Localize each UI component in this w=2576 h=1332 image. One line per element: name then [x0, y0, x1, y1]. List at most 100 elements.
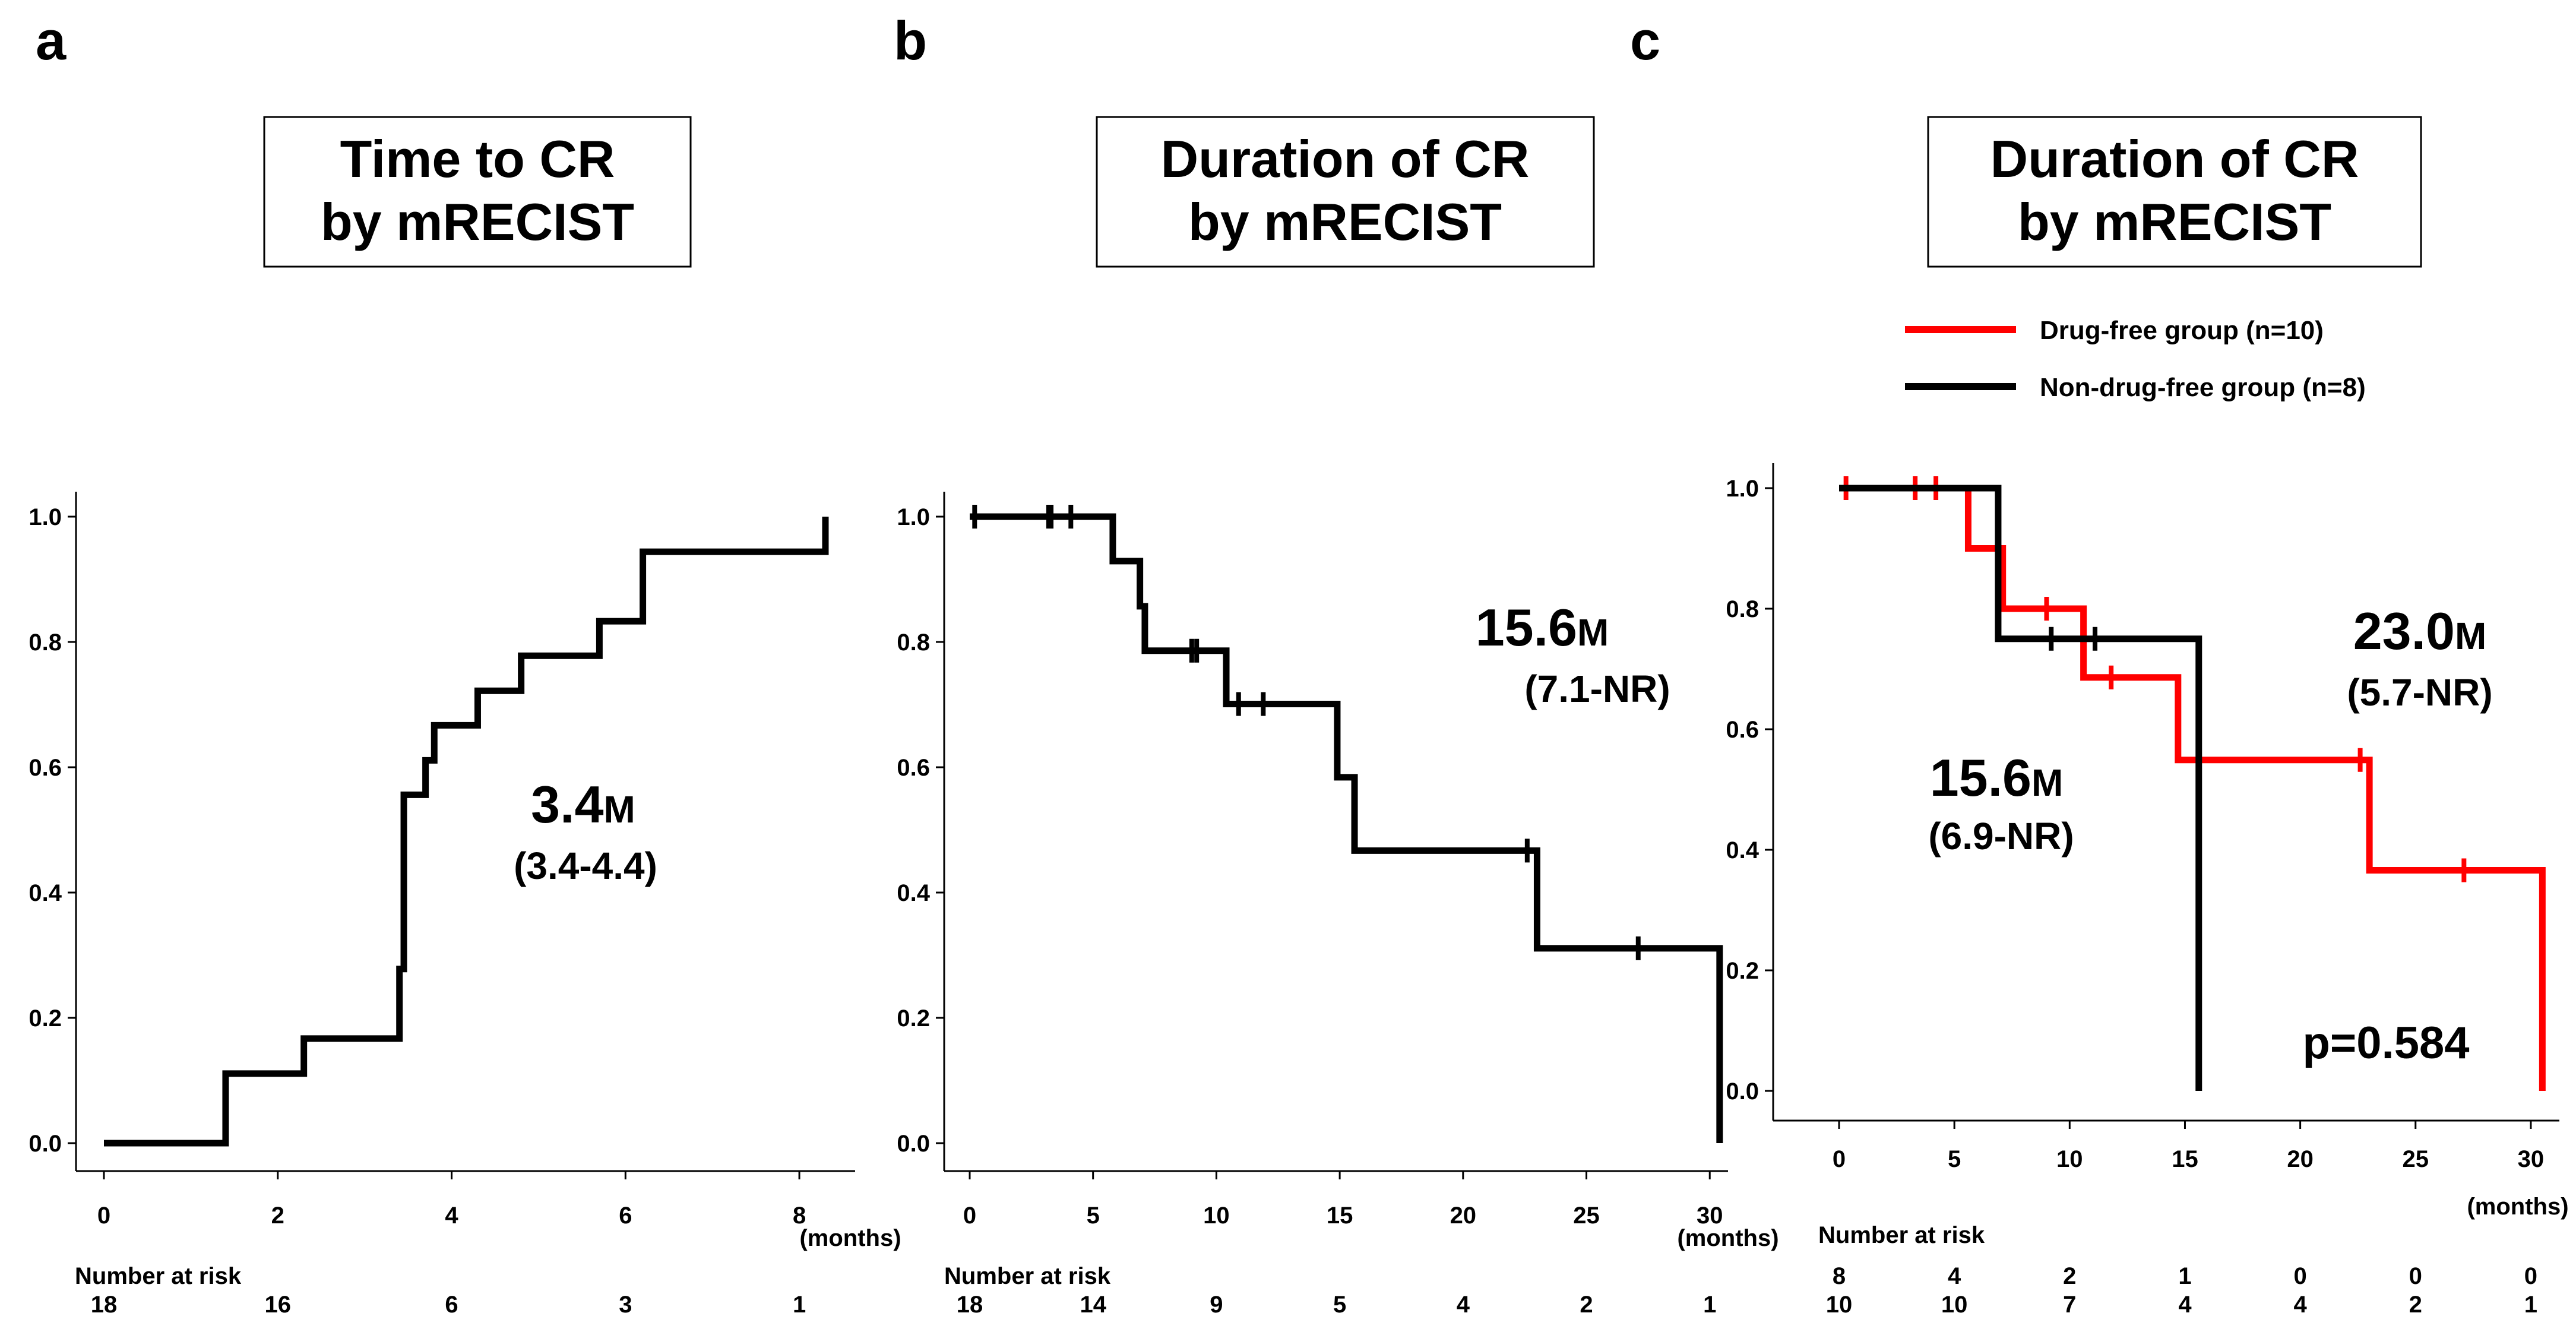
panel-b-y-tick-label: 0.8	[897, 629, 930, 656]
panel-b-x-ticks: 0 5 10 15 20 25 30	[963, 1171, 1723, 1229]
panel-c-x-ticks: 0 5 10 15 20 25 30	[1833, 1121, 2544, 1172]
panel-b-x-tick-label: 10	[1203, 1203, 1230, 1229]
panel-b-risk-value: 2	[1580, 1292, 1593, 1318]
panel-a-x-label: (months)	[799, 1225, 901, 1251]
panel-b-risk-table: 18 14 9 5 4 2 1	[957, 1292, 1717, 1318]
panel-c-median-annotation-non-drug-free: 15.6M	[1930, 748, 2064, 807]
panel-c-risk-value: 10	[1826, 1292, 1853, 1318]
panel-c-title-box	[1927, 116, 2422, 268]
panel-a-risk-value: 6	[445, 1292, 458, 1318]
panel-c-risk-value: 2	[2409, 1292, 2422, 1318]
panel-b-curves	[970, 505, 1723, 1143]
panel-c-risk-value: 4	[2178, 1292, 2192, 1318]
panel-a-x-tick-label: 4	[445, 1203, 458, 1229]
panel-c-risk-value: 4	[1948, 1263, 1961, 1289]
panel-b-risk-value: 9	[1210, 1292, 1223, 1318]
panel-a-y-tick-label: 0.0	[29, 1131, 62, 1157]
panel-b-y-tick-label: 0.4	[897, 880, 930, 906]
panel-b-x-tick-label: 20	[1450, 1203, 1477, 1229]
panel-b: b Duration of CR by mRECIST 0.0 0.2 0.4 0.6…	[894, 11, 1779, 1318]
panel-a-curves	[104, 517, 829, 1147]
panel-b-risk-value: 18	[957, 1292, 983, 1318]
panel-b-risk-label: Number at risk	[944, 1263, 1111, 1289]
panel-a-risk-value: 16	[265, 1292, 292, 1318]
panel-c-risk-value: 2	[2063, 1263, 2076, 1289]
panel-a-x-tick-label: 6	[619, 1203, 632, 1229]
panel-a-title-line1: Time to CR	[340, 129, 615, 188]
panel-b-x-tick-label: 0	[963, 1203, 976, 1229]
panel-c: c Duration of CR by mRECIST Drug-free gr…	[1630, 11, 2569, 1318]
panel-a-y-tick-label: 0.8	[29, 629, 62, 656]
panel-c-y-tick-label: 0.4	[1726, 837, 1759, 863]
panel-c-title-line1: Duration of CR	[1990, 129, 2359, 188]
panel-c-x-tick-label: 0	[1833, 1146, 1846, 1172]
panel-b-y-tick-label: 0.2	[897, 1005, 930, 1032]
panel-c-x-tick-label: 20	[2287, 1146, 2314, 1172]
panel-c-median-unit-non-drug-free: M	[2031, 761, 2063, 804]
panel-b-risk-value: 1	[1703, 1292, 1716, 1318]
panel-a-risk-value: 3	[619, 1292, 632, 1318]
panel-a-letter: a	[36, 11, 67, 71]
panel-c-risk-value: 1	[2178, 1263, 2191, 1289]
panel-b-median-unit: M	[1577, 611, 1609, 654]
panel-c-y-tick-label: 0.6	[1726, 717, 1759, 743]
panel-c-y-tick-label: 0.0	[1726, 1078, 1759, 1105]
panel-c-risk-value: 8	[1833, 1263, 1846, 1289]
panel-b-x-tick-label: 30	[1697, 1203, 1723, 1229]
panel-a-x-tick-label: 0	[97, 1203, 110, 1229]
panel-c-y-tick-label: 0.8	[1726, 596, 1759, 622]
panel-c-median-value-drug-free: 23.0	[2353, 602, 2455, 660]
panel-b-x-tick-label: 5	[1087, 1203, 1100, 1229]
panel-c-risk-value: 0	[2409, 1263, 2422, 1289]
panel-a-y-tick-label: 0.2	[29, 1005, 62, 1032]
panel-a: a Time to CR by mRECIST 0.0 0.2 0.4 0.6 0.8 1…	[29, 11, 901, 1318]
panel-c-median-annotation-drug-free: 23.0M	[2353, 602, 2487, 660]
panel-b-title-line1: Duration of CR	[1161, 129, 1530, 188]
panel-a-y-tick-label: 0.6	[29, 755, 62, 781]
panel-c-y-ticks: 0.0 0.2 0.4 0.6 0.8 1.0	[1726, 476, 1773, 1105]
panel-c-median-ci-drug-free: (5.7-NR)	[2347, 671, 2492, 714]
panel-a-x-tick-label: 2	[271, 1203, 284, 1229]
panel-c-p-value: p=0.584	[2303, 1018, 2470, 1068]
panel-c-curve-drug-free-group-n-10	[1839, 485, 2546, 1091]
panel-c-median-unit-drug-free: M	[2455, 615, 2486, 657]
panel-c-risk-value: 1	[2524, 1292, 2537, 1318]
legend-label-non-drug-free: Non-drug-free group (n=8)	[2040, 373, 2366, 402]
panel-a-median-ci: (3.4-4.4)	[514, 844, 657, 887]
panel-c-median-value-non-drug-free: 15.6	[1930, 748, 2031, 807]
panel-c-legend: Drug-free group (n=10) Non-drug-free gro…	[1905, 316, 2366, 402]
panel-c-risk-table: 8 4 2 1 0 0 010 10 7 4 4 2 1	[1826, 1263, 2537, 1318]
panel-c-title-line2: by mRECIST	[2018, 192, 2331, 251]
panel-a-risk-value: 1	[793, 1292, 806, 1318]
panel-c-x-tick-label: 25	[2403, 1146, 2429, 1172]
panel-a-median-value: 3.4	[531, 775, 603, 834]
panel-b-letter: b	[894, 11, 927, 71]
panel-b-x-tick-label: 25	[1573, 1203, 1600, 1229]
panel-b-risk-value: 4	[1457, 1292, 1470, 1318]
panel-c-x-tick-label: 5	[1948, 1146, 1961, 1172]
panel-c-letter: c	[1630, 11, 1660, 71]
panel-c-y-tick-label: 1.0	[1726, 476, 1759, 502]
panel-a-risk-table: 18 16 6 3 1	[91, 1292, 806, 1318]
panel-b-y-tick-label: 0.6	[897, 755, 930, 781]
panel-a-median-unit: M	[604, 788, 635, 831]
panel-a-title-box	[263, 116, 692, 268]
panel-b-x-tick-label: 15	[1327, 1203, 1353, 1229]
panel-a-x-ticks: 0 2 4 6 8	[97, 1171, 806, 1229]
panel-a-title-line2: by mRECIST	[321, 192, 634, 251]
panel-b-median-annotation: 15.6M	[1476, 598, 1609, 657]
panel-c-curve-non-drug-free-group-n-8	[1839, 485, 2202, 1091]
panel-b-median-value: 15.6	[1476, 598, 1577, 657]
panel-a-y-tick-label: 0.4	[29, 880, 62, 906]
panel-b-title-box	[1096, 116, 1595, 268]
panel-b-x-label: (months)	[1677, 1225, 1778, 1251]
panel-a-y-ticks: 0.0 0.2 0.4 0.6 0.8 1.0	[29, 504, 76, 1157]
panel-b-risk-value: 14	[1080, 1292, 1106, 1318]
panel-b-y-tick-label: 0.0	[897, 1131, 930, 1157]
panel-c-risk-value: 0	[2524, 1263, 2537, 1289]
panel-c-risk-value: 10	[1941, 1292, 1968, 1318]
panel-c-x-tick-label: 10	[2056, 1146, 2083, 1172]
panel-c-risk-label: Number at risk	[1818, 1222, 1985, 1248]
panel-c-risk-value: 4	[2293, 1292, 2307, 1318]
